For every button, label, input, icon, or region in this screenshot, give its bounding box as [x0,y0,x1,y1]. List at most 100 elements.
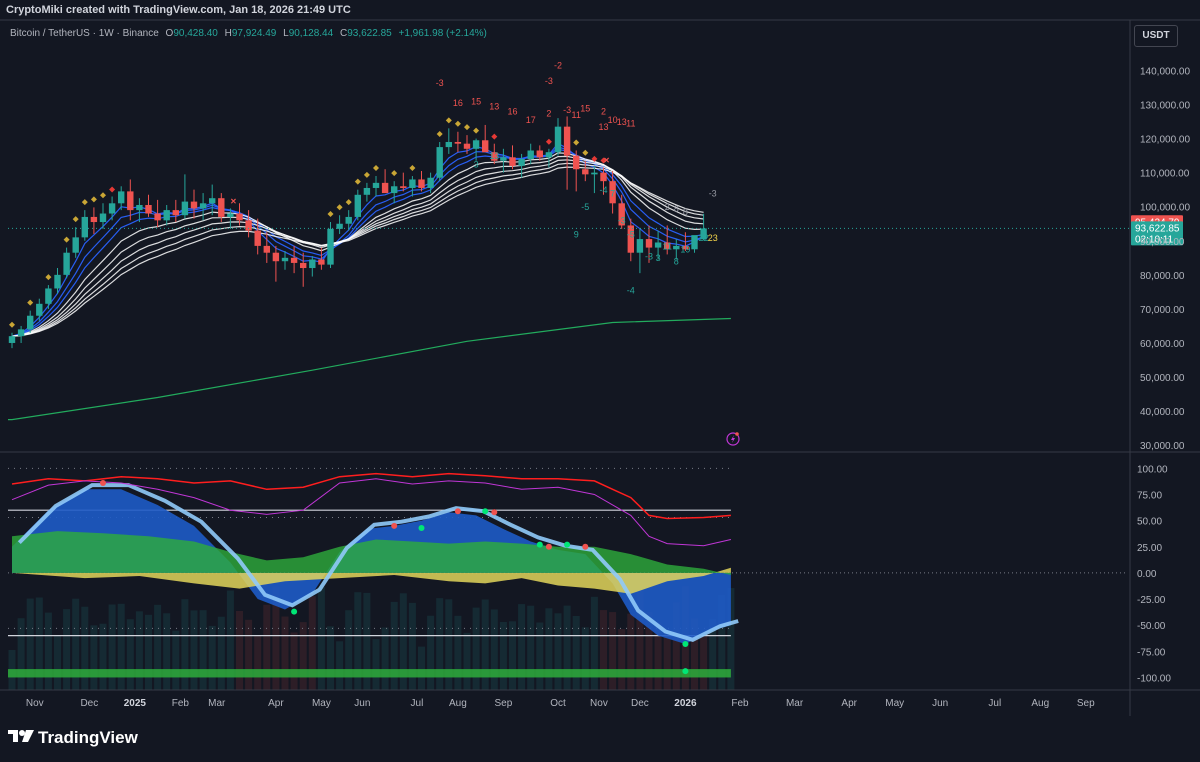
candle-body [645,239,653,248]
candle-body [563,126,571,156]
candle-body [482,140,489,153]
td-sell-diamond [600,157,607,164]
symbol-title[interactable]: Bitcoin / TetherUS · 1W · Binance [10,28,159,39]
histogram-bar [445,599,453,690]
price-tick-label: 120,000.00 [1140,135,1190,146]
oscillator-tick-label: -75.00 [1137,647,1166,658]
candle-body [108,203,116,214]
time-tick-label: May [312,698,331,709]
histogram-bar [427,615,435,690]
time-tick-label: Dec [631,698,649,709]
candle-body [300,262,307,269]
histogram-bar [418,646,425,690]
histogram-bar [145,614,152,690]
td-exit-x-icon: × [604,156,610,167]
td-count-label: 22 [699,233,709,243]
candle-body [618,203,625,226]
histogram-bar [54,635,61,690]
candle-body [272,252,280,262]
candle-body [381,182,389,194]
td-count-label: 2 [665,202,670,212]
histogram-bar [663,632,671,690]
candle-body [81,216,88,238]
histogram-bar [408,602,416,690]
ma-ribbon-line [11,155,704,337]
histogram-bar [290,632,298,690]
stoch-purple-line [11,478,732,547]
histogram-bar [72,598,80,690]
td-count-label: 7 [610,188,615,198]
histogram-bar [208,625,216,690]
td-count-label: 9 [574,229,579,239]
oscillator-tick-label: 50.00 [1137,517,1162,528]
symbol-legend: Bitcoin / TetherUS · 1W · Binance O90,42… [10,28,487,39]
ma-ribbon-line [11,159,704,337]
histogram-bar [463,632,471,690]
candle-body [99,213,107,223]
price-tick-label: 80,000.00 [1140,271,1185,282]
candle-body [491,152,498,161]
td-count-label: 10 [608,115,618,125]
candle-body [527,150,534,160]
histogram-bar [245,619,253,690]
oscillator-tick-label: 25.00 [1137,543,1162,554]
histogram-bar [390,601,398,690]
histogram-bar [527,605,535,690]
candle-body [654,242,662,248]
td-count-label: 8 [683,207,688,217]
currency-button[interactable]: USDT [1134,25,1178,47]
axes: 140,000.00 130,000.00 120,000.00 110,000.00… [0,19,1200,716]
ma-ribbon-line [11,146,704,337]
td-count-label: 13 [617,117,627,127]
histogram-bar [700,635,708,690]
candle-body [372,182,380,188]
td-count-label: 19 [680,245,690,255]
histogram-bar [199,610,207,690]
candle-body [472,140,480,149]
histogram-bar [254,635,262,690]
histogram-bar [399,593,407,690]
histogram-bar [44,612,52,690]
histogram-bar [163,613,171,690]
td-exit-x-icon: × [230,196,236,207]
td-setup-diamond [81,199,88,206]
histogram-bar [518,604,526,690]
brand-name[interactable]: TradingView [38,728,138,747]
histogram-bar [281,616,289,690]
td-count-label: 9 [692,238,697,248]
histogram-bar [691,618,698,690]
oscillator-tick-label: -50.00 [1137,621,1166,632]
oscillator-pane [8,467,1128,690]
candle-body [636,239,644,253]
histogram-bar [636,589,644,690]
td-setup-diamond [72,216,79,223]
time-tick-label: Jul [988,698,1001,709]
histogram-bar [436,598,444,690]
td-setup-diamond [9,321,15,328]
histogram-bar [472,607,480,690]
td-count-label: 15 [580,103,590,113]
time-tick-label: Apr [268,698,284,709]
histogram-bar [299,622,307,690]
histogram-bar [90,625,98,690]
candle-body [582,169,589,175]
candle-body [336,223,343,229]
td-setup-diamond [573,139,580,146]
close-value: 93,622.85 [347,28,392,39]
candle-body [8,336,16,343]
td-count-label: 11 [572,110,581,120]
histogram-bar [236,610,243,690]
bottom-signal-band [8,669,731,678]
time-tick-label: Nov [590,698,608,709]
td-count-label: -3 [618,216,626,226]
candle-body [509,157,516,166]
cross-signal-dot [418,524,425,531]
td-count-label: 3 [474,160,479,170]
candle-body [345,216,352,224]
candle-body [263,245,270,253]
td-count-label: -3 [645,252,653,262]
histogram-bar [645,611,653,690]
histogram-bar [590,596,598,690]
oscillator-tick-label: -100.00 [1137,673,1171,684]
